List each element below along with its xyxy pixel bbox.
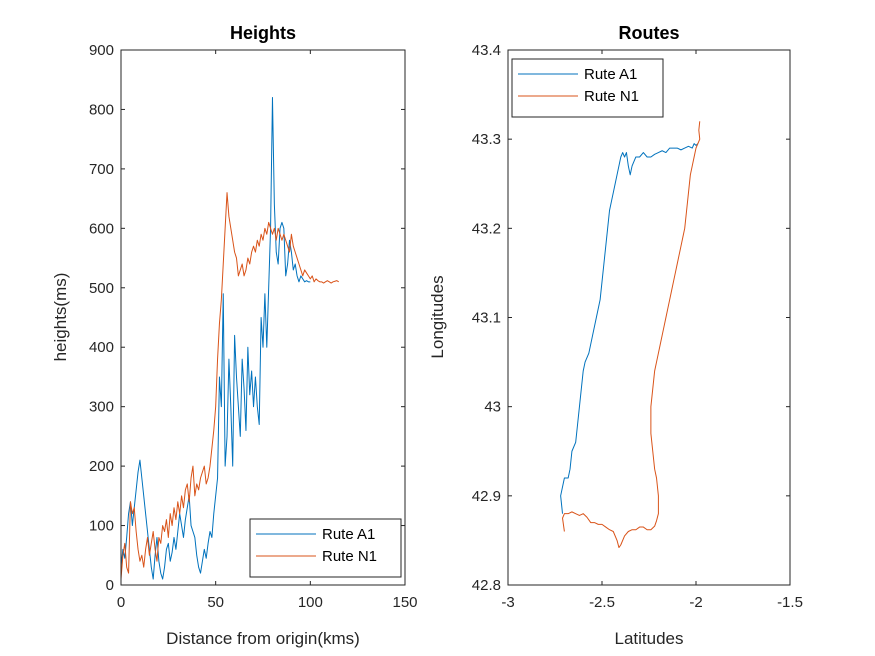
heights-ytick-label: 600 xyxy=(89,220,114,237)
routes-legend-label-n1: Rute N1 xyxy=(584,88,639,105)
heights-legend-label-a1: Rute A1 xyxy=(322,526,375,543)
routes-series-n1-line xyxy=(562,121,701,549)
heights-ytick-label: 300 xyxy=(89,399,114,416)
heights-series-n1-line xyxy=(121,192,339,580)
heights-ytick-label: 700 xyxy=(89,161,114,178)
heights-ytick-label: 200 xyxy=(89,458,114,475)
heights-legend-box xyxy=(249,518,402,578)
routes-legend: Rute A1 Rute N1 xyxy=(511,58,664,118)
routes-ytick-label: 43.3 xyxy=(472,131,501,148)
routes-xtick-label: -2.5 xyxy=(589,594,615,611)
routes-ytick-label: 42.8 xyxy=(472,577,501,594)
heights-title: Heights xyxy=(230,23,296,43)
routes-ytick-label: 43.2 xyxy=(472,220,501,237)
heights-ytick-label: 400 xyxy=(89,339,114,356)
routes-xlabel: Latitudes xyxy=(615,629,684,648)
heights-xtick-label: 0 xyxy=(117,594,125,611)
heights-series-a1-line xyxy=(121,97,311,580)
heights-xlabel: Distance from origin(kms) xyxy=(166,629,360,648)
heights-ytick-label: 800 xyxy=(89,101,114,118)
routes-series-a1-line xyxy=(560,143,699,514)
routes-ytick-label: 42.9 xyxy=(472,488,501,505)
routes-plot-area xyxy=(560,121,701,549)
routes-axes: Routes Latitudes Longitudes -3 -2.5 -2 -1.5… xyxy=(428,23,803,648)
heights-ytick-label: 0 xyxy=(106,577,114,594)
routes-ylabel: Longitudes xyxy=(428,275,447,358)
routes-xtick-label: -3 xyxy=(501,594,514,611)
routes-xtick-label: -1.5 xyxy=(777,594,803,611)
routes-xtick-label: -2 xyxy=(689,594,702,611)
heights-plot-area xyxy=(121,97,339,580)
routes-ytick-label: 43 xyxy=(484,399,501,416)
routes-legend-label-a1: Rute A1 xyxy=(584,66,637,83)
heights-ytick-label: 900 xyxy=(89,42,114,59)
heights-legend: Rute A1 Rute N1 xyxy=(249,518,402,578)
heights-axes: Heights Distance from origin(kms) height… xyxy=(51,23,418,648)
heights-xtick-label: 100 xyxy=(298,594,323,611)
heights-xtick-label: 150 xyxy=(392,594,417,611)
routes-ytick-label: 43.4 xyxy=(472,42,501,59)
routes-title: Routes xyxy=(618,23,679,43)
heights-axes-box xyxy=(120,49,406,586)
heights-ytick-label: 500 xyxy=(89,280,114,297)
routes-legend-box xyxy=(511,58,664,118)
heights-ylabel: heights(ms) xyxy=(51,273,70,362)
heights-legend-label-n1: Rute N1 xyxy=(322,548,377,565)
routes-ytick-label: 43.1 xyxy=(472,310,501,327)
heights-xtick-label: 50 xyxy=(207,594,224,611)
heights-ytick-label: 100 xyxy=(89,518,114,535)
